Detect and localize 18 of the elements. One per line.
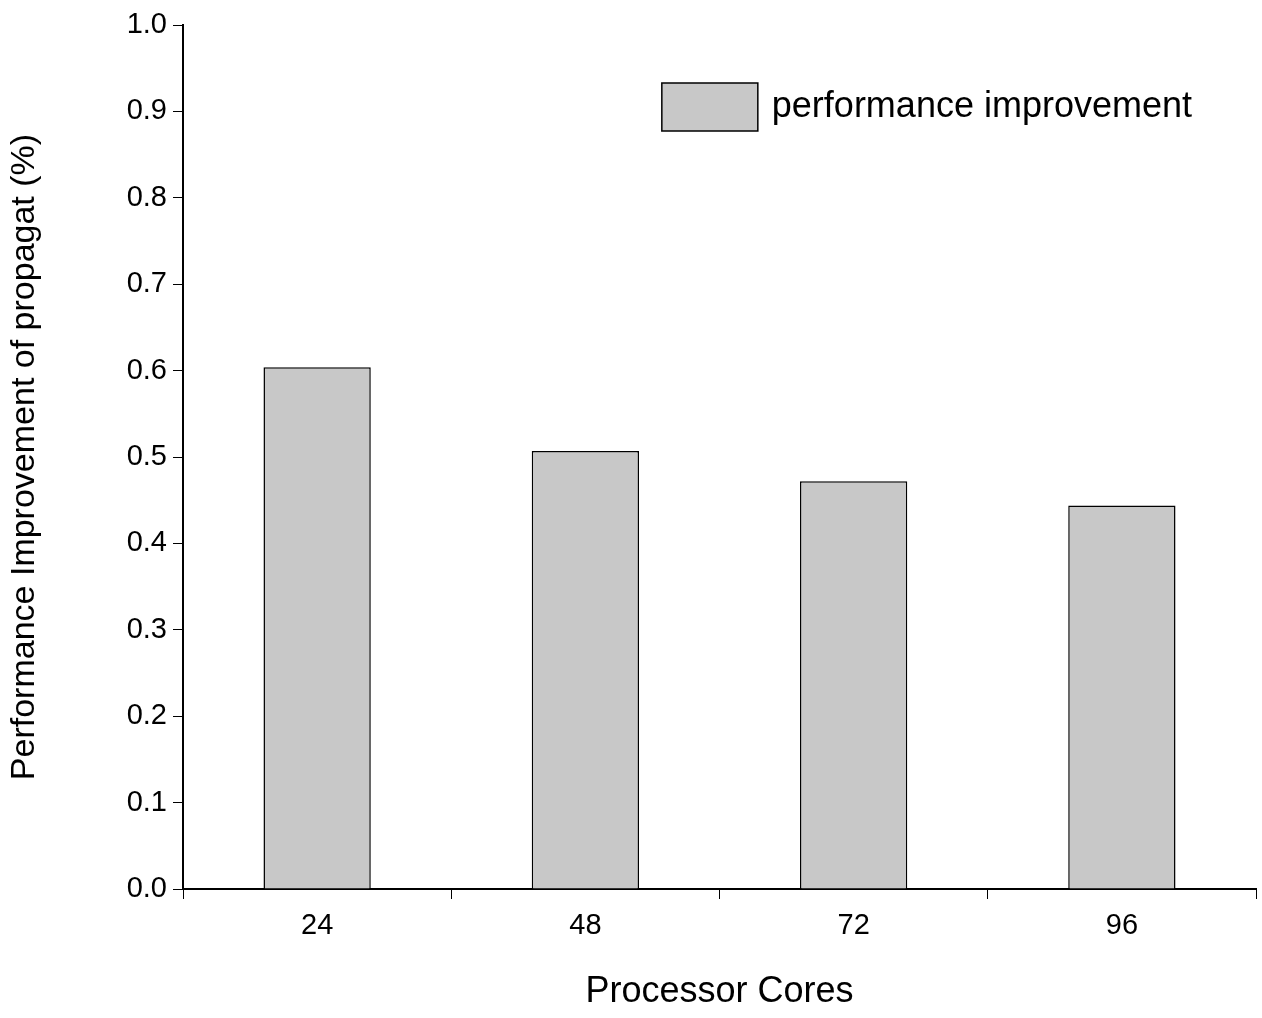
y-axis-title: Performance Improvement of propagat (%) — [2, 133, 41, 781]
x-tick-label: 96 — [1105, 908, 1139, 941]
y-tick-label: 0.8 — [126, 179, 167, 212]
y-tick-label: 0.3 — [126, 611, 167, 644]
y-tick-label: 0.2 — [126, 698, 167, 731]
y-tick-label: 0.0 — [126, 871, 167, 903]
x-tick-label: 24 — [300, 908, 334, 941]
x-tick-label: 72 — [837, 908, 870, 941]
y-tick-label: 1.0 — [126, 7, 167, 39]
y-tick-label: 0.9 — [126, 93, 167, 126]
legend-label: performance improvement — [771, 83, 1192, 125]
y-tick-label: 0.7 — [126, 266, 167, 299]
x-axis-title: Processor Cores — [585, 969, 854, 1011]
x-tick-label: 48 — [569, 908, 602, 941]
y-tick-label: 0.6 — [126, 352, 167, 385]
y-tick-label: 0.1 — [126, 784, 167, 817]
y-tick-label: 0.4 — [126, 525, 167, 558]
y-tick-label: 0.5 — [126, 439, 167, 471]
